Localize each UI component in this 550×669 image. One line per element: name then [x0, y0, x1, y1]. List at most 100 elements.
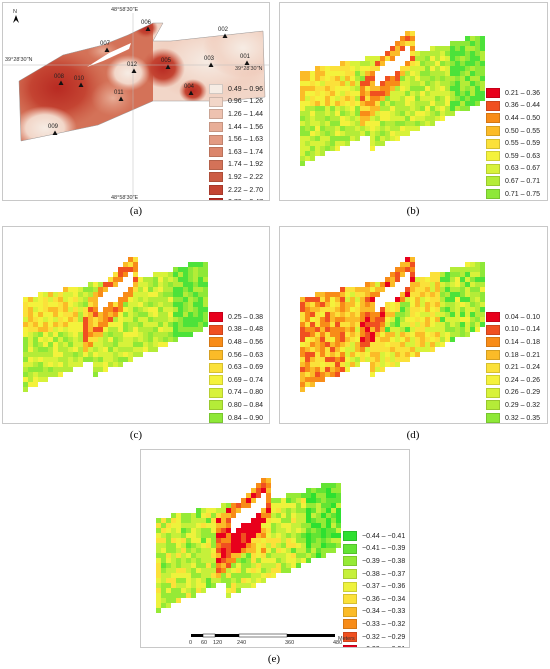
legend-item: 0.25 – 0.38 [209, 311, 263, 324]
legend-swatch [209, 324, 223, 335]
legend-swatch [486, 163, 500, 174]
legend-item: 2.22 – 2.70 [209, 184, 263, 197]
raster-e-canvas [156, 478, 341, 613]
north-arrow-icon [13, 15, 19, 23]
legend-item: 0.24 – 0.26 [486, 374, 540, 387]
legend-item: −0.38 – −0.37 [343, 568, 405, 581]
caption-e: (e) [267, 653, 281, 665]
legend-item: 0.74 – 0.80 [209, 387, 263, 400]
legend-swatch [343, 543, 357, 554]
legend-swatch [209, 362, 223, 373]
caption-c: (c) [129, 429, 143, 441]
legend-swatch [486, 126, 500, 137]
raster-b-canvas [300, 31, 485, 166]
legend-swatch [209, 375, 223, 386]
site-marker-icon [78, 82, 84, 87]
legend-swatch [486, 362, 500, 373]
legend-swatch [209, 109, 223, 120]
legend-label: 0.69 – 0.74 [228, 376, 264, 384]
legend-label: 1.74 – 1.92 [228, 161, 264, 169]
legend-item: 0.38 – 0.48 [209, 324, 263, 337]
legend-item: −0.44 – −0.41 [343, 530, 405, 543]
site-marker-icon [244, 60, 250, 65]
legend-swatch [486, 400, 500, 411]
legend-item: −0.36 – −0.34 [343, 593, 405, 606]
legend-swatch [486, 387, 500, 398]
panel-e-raster-map: −0.44 – −0.41 −0.41 – −0.39 −0.39 – −0.38 −… [140, 449, 410, 648]
legend-label: −0.44 – −0.41 [362, 532, 406, 540]
legend-item: 0.50 – 0.55 [486, 125, 540, 138]
legend-label: 0.63 – 0.69 [228, 364, 264, 372]
legend-item: 0.84 – 0.90 [209, 412, 263, 423]
site-label: 012 [127, 62, 138, 68]
legend-label: −0.29 – −0.21 [362, 646, 405, 647]
legend-swatch [209, 172, 223, 183]
legend-item: 0.56 – 0.63 [209, 349, 263, 362]
legend-swatch [209, 400, 223, 411]
legend-swatch [486, 189, 500, 200]
legend-item: 1.56 – 1.63 [209, 133, 263, 146]
map-gap [87, 43, 131, 67]
legend-swatch [486, 350, 500, 361]
legend-swatch [209, 147, 223, 158]
legend-item: 2.70 – 3.47 [209, 196, 263, 200]
legend-item: 0.14 – 0.18 [486, 336, 540, 349]
legend-swatch [486, 324, 500, 335]
legend-swatch [486, 337, 500, 348]
legend-label: 0.44 – 0.50 [505, 114, 541, 122]
legend-swatch [209, 134, 223, 145]
legend-swatch [486, 151, 500, 162]
legend-label: 2.70 – 3.47 [228, 199, 263, 200]
legend-label: 0.21 – 0.24 [505, 364, 541, 372]
legend-item: −0.41 – −0.39 [343, 543, 405, 556]
legend-swatch [486, 413, 500, 423]
legend-item: 0.18 – 0.21 [486, 349, 540, 362]
scale-tick-label: 120 [213, 640, 222, 646]
legend-label: 1.56 – 1.63 [228, 136, 264, 144]
legend-swatch [486, 113, 500, 124]
legend-label: −0.39 – −0.38 [362, 557, 406, 565]
legend-e: −0.44 – −0.41 −0.41 – −0.39 −0.39 – −0.38 −… [343, 530, 406, 647]
panel-d-raster-map: 0.04 – 0.10 0.10 – 0.14 0.14 – 0.18 0.18 – … [279, 226, 548, 424]
raster-c-canvas [23, 257, 208, 392]
scale-tick-label: 60 [201, 640, 207, 646]
legend-swatch [209, 84, 223, 95]
legend-item: 1.26 – 1.44 [209, 108, 263, 121]
interpolation-surface [19, 23, 265, 141]
legend-label: −0.33 – −0.32 [362, 620, 406, 628]
site-label: 004 [184, 84, 195, 90]
legend-label: −0.41 – −0.39 [362, 545, 406, 553]
site-label: 002 [218, 27, 229, 33]
legend-swatch [343, 632, 357, 643]
caption-a: (a) [129, 205, 143, 217]
legend-item: 0.44 – 0.50 [486, 112, 540, 125]
legend-swatch [343, 531, 357, 542]
legend-label: 0.21 – 0.36 [505, 89, 541, 97]
legend-label: 0.25 – 0.38 [228, 313, 264, 321]
legend-swatch [209, 350, 223, 361]
coord-left: 39°28'30"N [5, 57, 33, 63]
legend-item: 0.36 – 0.44 [486, 100, 540, 113]
legend-label: 0.96 – 1.26 [228, 98, 264, 106]
legend-swatch [343, 569, 357, 580]
legend-c: 0.25 – 0.38 0.38 – 0.48 0.48 – 0.56 0.56 – … [209, 311, 264, 423]
map-a-canvas: N 48°58'30"E 48°58'30"E 39°28'30"N 39°28… [3, 7, 269, 201]
legend-label: 0.14 – 0.18 [505, 338, 541, 346]
coord-bottom: 48°58'30"E [111, 195, 139, 201]
legend-label: 0.04 – 0.10 [505, 313, 541, 321]
legend-swatch [209, 413, 223, 423]
site-label: 006 [141, 20, 152, 26]
site-marker-icon [145, 26, 151, 31]
scale-tick-label: 240 [237, 640, 246, 646]
legend-swatch [486, 88, 500, 99]
legend-label: 0.36 – 0.44 [505, 102, 541, 110]
site-marker-icon [52, 130, 58, 135]
legend-item: 0.48 – 0.56 [209, 336, 263, 349]
legend-label: 0.18 – 0.21 [505, 351, 541, 359]
legend-item: 0.75 – 0.82 [486, 200, 540, 201]
legend-item: −0.29 – −0.21 [343, 643, 405, 647]
site-marker-icon [222, 33, 228, 38]
legend-swatch [486, 138, 500, 149]
legend-swatch [209, 312, 223, 323]
